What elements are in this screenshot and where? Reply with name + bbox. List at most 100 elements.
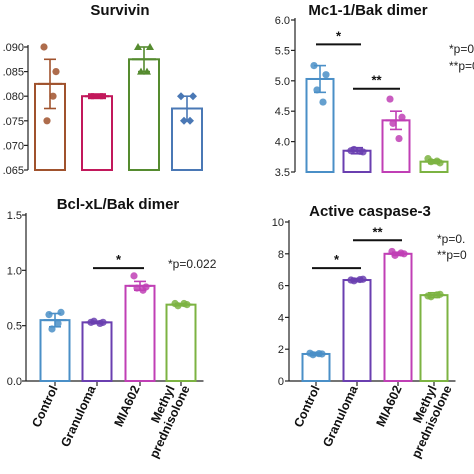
y-tick-label: 6.0 — [275, 15, 290, 27]
y-tick-label: 6 — [278, 281, 284, 293]
bar-2 — [81, 321, 113, 383]
p-value-text: **p=0 — [449, 59, 474, 73]
category-label-control: Control — [29, 383, 60, 429]
data-point — [313, 86, 321, 94]
y-tick-label: 8 — [278, 249, 284, 261]
category-label-control-right: Control — [291, 383, 322, 429]
data-point — [427, 158, 435, 166]
y-tick-label: 0.5 — [7, 321, 22, 333]
data-point — [350, 145, 358, 154]
bar-3 — [383, 252, 413, 382]
data-point — [322, 71, 330, 79]
p-value-text: *p=0. — [437, 232, 465, 246]
data-point — [40, 43, 48, 51]
y-tick-label: 1.5 — [7, 210, 22, 222]
data-point — [180, 299, 188, 308]
chart-title: Survivin — [90, 2, 149, 19]
data-point — [45, 311, 53, 319]
chart-panel-2: Mc1-1/Bak dimer6.05.55.04.54.03.5****p=0… — [275, 2, 474, 179]
data-point — [398, 113, 406, 121]
data-point — [96, 319, 104, 328]
chart-title: Active caspase-3 — [309, 203, 431, 220]
data-point — [90, 317, 98, 325]
bar-3 — [124, 284, 156, 382]
data-point — [48, 325, 56, 333]
p-value-text: **p=0 — [437, 248, 467, 262]
category-label-mia602-right: MIA602 — [374, 383, 405, 429]
data-point — [139, 286, 147, 294]
data-point — [57, 308, 65, 316]
bar-2 — [81, 95, 113, 171]
data-point — [310, 62, 318, 70]
data-point — [133, 284, 141, 292]
data-point — [395, 134, 403, 143]
p-value-text: *p=0.022 — [168, 257, 217, 271]
y-tick-label: 3.5 — [275, 167, 290, 179]
data-point — [43, 117, 51, 125]
significance-label: * — [336, 28, 342, 43]
data-point — [433, 157, 441, 165]
y-tick-label: .090 — [3, 42, 24, 54]
data-point — [177, 92, 185, 101]
x-axis-category-labels: Control Granuloma MIA602 Methyl predniso… — [29, 382, 454, 460]
y-tick-label: 5.0 — [275, 76, 290, 88]
data-point — [386, 95, 394, 103]
data-point — [49, 92, 57, 100]
significance-label: * — [334, 252, 340, 267]
data-point — [356, 147, 364, 155]
category-label-granuloma-right: Granuloma — [320, 382, 361, 449]
data-point — [397, 249, 405, 257]
data-point — [180, 116, 188, 125]
bar-4 — [165, 303, 197, 383]
data-point — [54, 319, 62, 328]
y-tick-label: 10 — [272, 217, 284, 229]
y-tick-label: .085 — [3, 67, 24, 79]
bar-3 — [128, 58, 160, 171]
data-point — [186, 116, 194, 125]
y-tick-label: 0.0 — [7, 376, 22, 388]
y-tick-label: 1.0 — [7, 265, 22, 277]
y-tick-label: 2 — [278, 344, 284, 356]
data-point — [319, 98, 327, 106]
data-point — [433, 291, 441, 299]
significance-label: * — [116, 252, 122, 267]
data-point — [137, 67, 145, 75]
y-tick-label: 0 — [278, 376, 284, 388]
y-tick-label: .075 — [3, 116, 24, 128]
data-point — [146, 43, 154, 50]
data-point — [97, 93, 103, 100]
y-tick-label: 5.5 — [275, 45, 290, 57]
y-tick-label: 4 — [278, 312, 284, 324]
data-point — [309, 351, 317, 359]
chart-title: Mc1-1/Bak dimer — [308, 2, 427, 19]
significance-label: ** — [371, 73, 382, 88]
data-point — [91, 93, 97, 100]
data-point — [356, 275, 364, 284]
y-tick-label: .080 — [3, 91, 24, 103]
data-point — [427, 293, 435, 301]
data-point — [389, 119, 397, 127]
p-value-text: *p=0 — [449, 42, 474, 56]
data-point — [391, 251, 399, 259]
data-point — [130, 272, 138, 280]
data-point — [134, 43, 142, 50]
bar-1 — [301, 352, 331, 383]
data-point — [350, 277, 358, 285]
data-point — [52, 68, 60, 76]
bar-4 — [419, 294, 449, 383]
y-tick-label: .065 — [3, 165, 24, 177]
y-tick-label: 4.0 — [275, 137, 290, 149]
chart-panel-1: Survivin .090 .085 .080 .075 .070 .065 — [3, 2, 203, 177]
y-tick-label: 4.5 — [275, 106, 290, 118]
data-point — [189, 92, 197, 101]
chart-panel-3: Bcl-xL/Bak dimer 1.5 1.0 0.5 0.0 * *p=0.022 — [7, 196, 217, 388]
significance-label: ** — [372, 224, 383, 239]
category-label-mia602: MIA602 — [112, 383, 143, 429]
data-point — [143, 67, 151, 75]
chart-title: Bcl-xL/Bak dimer — [57, 196, 180, 213]
y-tick-label: .070 — [3, 140, 24, 152]
data-point — [315, 350, 323, 358]
category-label-granuloma: Granuloma — [58, 382, 99, 449]
